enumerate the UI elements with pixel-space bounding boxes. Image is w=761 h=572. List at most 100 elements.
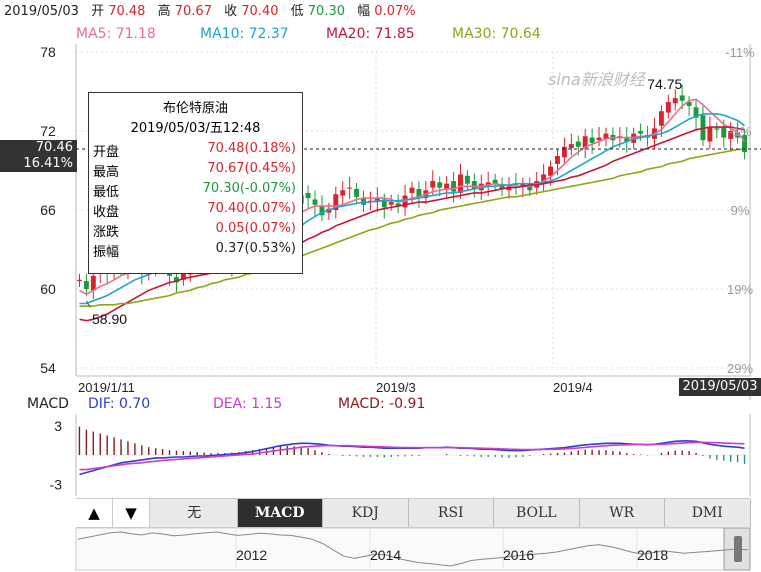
price-chart[interactable]: 54 29% 60 19% 66 9% 72 -1% 78 -11% 2019/1/11 2019/3…: [0, 0, 761, 400]
candle-body: [333, 194, 339, 210]
tooltip-row-label: 振幅: [93, 245, 120, 260]
navigator-handle[interactable]: [734, 536, 742, 562]
y-pct-tick-label: 9%: [731, 203, 750, 218]
candle-body: [437, 182, 443, 188]
tab-wr[interactable]: WR: [580, 499, 665, 527]
candle-body: [582, 136, 588, 149]
candle-body: [77, 279, 82, 282]
tooltip-row-label: 开盘: [93, 145, 120, 160]
x-tick-label: 2019/1/11: [78, 380, 135, 395]
tab-rsi[interactable]: RSI: [409, 499, 494, 527]
open-label: 开: [91, 4, 105, 19]
min-price-pointer: [85, 300, 91, 308]
candle-body: [319, 206, 325, 216]
candle-body: [471, 181, 477, 189]
tooltip-row: 收盘 70.40(0.07%): [93, 201, 298, 221]
macd-chart[interactable]: 3 -3: [0, 414, 761, 496]
scroll-down-button[interactable]: ▼: [113, 499, 150, 527]
tooltip-row: 开盘 70.48(0.18%): [93, 141, 298, 161]
tab-macd[interactable]: MACD: [237, 499, 323, 527]
candle-body: [735, 132, 741, 138]
navigator-year-label: 2012: [236, 547, 267, 563]
tooltip-row-value: 0.05(0.07%): [215, 221, 296, 236]
high-label: 高: [157, 4, 171, 19]
tab-boll[interactable]: BOLL: [494, 499, 580, 527]
y-pct-tick-label: -11%: [725, 45, 755, 60]
candle-body: [409, 187, 415, 193]
tab-none[interactable]: 无: [152, 499, 238, 527]
high-value: 70.67: [174, 4, 212, 19]
tooltip-row-value: 70.48(0.18%): [207, 141, 296, 156]
y-tick-label: 72: [40, 123, 56, 139]
macd-value-label: MACD: -0.91: [338, 396, 426, 412]
candle-body: [575, 141, 581, 147]
candle-body: [388, 202, 394, 205]
tab-kdj[interactable]: KDJ: [323, 499, 409, 527]
y-pct-tick-label: 29%: [727, 361, 753, 376]
open-value: 70.48: [108, 4, 146, 19]
time-navigator[interactable]: 2012 2014 2016 2018: [0, 528, 761, 572]
dea-label: DEA: 1.15: [213, 396, 283, 412]
candle-body: [603, 133, 609, 139]
candle-body: [548, 166, 554, 176]
current-price-tag: 70.46 16.41%: [0, 140, 77, 172]
candle-body: [395, 203, 401, 207]
current-pct: 16.41%: [23, 156, 73, 171]
tooltip-row-label: 涨跌: [93, 225, 120, 240]
candle-body: [555, 156, 560, 164]
tooltip-row: 涨跌 0.05(0.07%): [93, 221, 298, 241]
candle-body: [347, 187, 353, 189]
navigator-year-label: 2016: [503, 547, 534, 563]
candle-body: [541, 174, 547, 183]
candle-body: [527, 184, 533, 191]
close-label: 收: [224, 4, 238, 19]
quote-date: 2019/05/03: [4, 4, 79, 19]
y-tick-label: 54: [40, 360, 56, 376]
candle-body: [492, 179, 498, 184]
macd-legend: MACD DIF: 0.70 DEA: 1.15 MACD: -0.91: [0, 396, 761, 414]
candle-body: [354, 188, 360, 197]
tooltip-title: 布伦特原油: [162, 101, 228, 116]
tab-dmi[interactable]: DMI: [665, 499, 751, 527]
macd-line-dea: [79, 441, 745, 471]
macd-tick-label: -3: [50, 476, 63, 492]
candle-body: [679, 95, 685, 101]
ma20-label: MA20: 71.85: [326, 26, 415, 42]
candle-body: [83, 281, 89, 289]
candle-body: [686, 102, 692, 106]
navigator-year-label: 2014: [370, 547, 401, 563]
ma-line-ma20: [79, 126, 745, 322]
candle-body: [658, 111, 664, 126]
candle-body: [451, 181, 457, 192]
tooltip-row-label: 收盘: [93, 205, 120, 220]
up-arrow-icon: ▲: [88, 504, 100, 522]
y-tick-label: 60: [40, 281, 56, 297]
candle-body: [312, 199, 318, 205]
ohlc-tooltip: 布伦特原油 2019/05/03/五12:48 开盘 70.48(0.18%) 最高…: [88, 92, 303, 274]
macd-line-dif: [79, 440, 745, 476]
ma-line-ma30: [79, 148, 745, 307]
y-tick-label: 66: [40, 202, 56, 218]
tooltip-datetime: 2019/05/03/五12:48: [130, 121, 261, 136]
tooltip-row-label: 最低: [93, 185, 120, 200]
y-pct-tick-label: 19%: [727, 282, 753, 297]
candle-body: [499, 184, 505, 189]
candle-body: [444, 183, 450, 189]
candle-body: [520, 183, 526, 187]
candle-body: [665, 102, 671, 113]
low-value: 70.30: [307, 4, 345, 19]
current-date-tag: 2019/05/03: [679, 378, 761, 396]
candle-body: [485, 182, 491, 185]
down-arrow-icon: ▼: [125, 504, 137, 522]
tooltip-row: 最高 70.67(0.45%): [93, 161, 298, 181]
candle-body: [180, 273, 186, 280]
candle-body: [596, 137, 602, 141]
candle-body: [707, 127, 713, 142]
scroll-up-button[interactable]: ▲: [76, 499, 113, 527]
amp-value: 0.07%: [374, 4, 416, 19]
tooltip-row-value: 70.40(0.07%): [207, 201, 296, 216]
candle-body: [638, 131, 644, 134]
candle-body: [721, 127, 727, 138]
candle-body: [672, 98, 678, 104]
candle-body: [728, 131, 734, 139]
